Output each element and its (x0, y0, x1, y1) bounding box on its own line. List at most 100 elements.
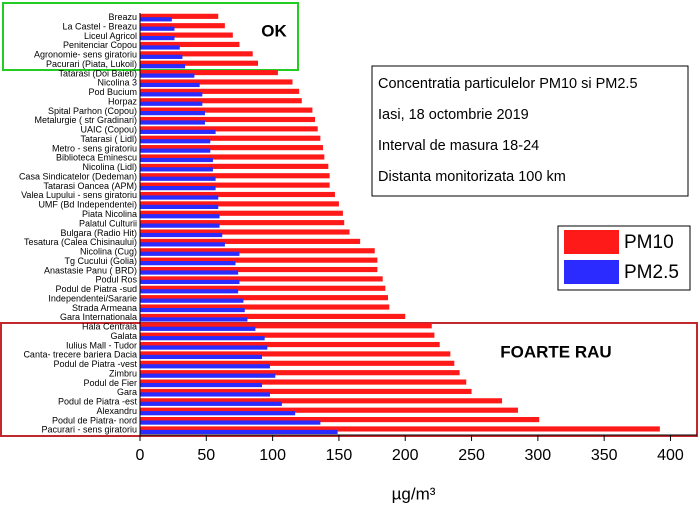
x-tick-label: 350 (591, 447, 618, 464)
bar (140, 257, 378, 263)
bar (140, 163, 329, 169)
bar (140, 317, 248, 322)
info-text: Iasi, 18 octombrie 2019 (378, 107, 529, 123)
bar (140, 79, 293, 85)
bar (140, 229, 350, 235)
bar (140, 323, 432, 329)
y-tick-label: Biblioteca Eminescu (56, 153, 137, 163)
bar (140, 195, 219, 200)
bar (140, 139, 211, 144)
bar (140, 388, 472, 395)
bar (140, 64, 186, 69)
bar (140, 411, 296, 416)
y-tick-label: Pacurari (Piata, Lukoil) (46, 59, 137, 69)
y-tick-label: Independentei/Sararie (48, 293, 137, 303)
bar (140, 60, 259, 66)
bar (140, 332, 435, 338)
y-tick-label: Podul de Piatra -vest (53, 359, 137, 369)
y-tick-label: Valea Lupului - sens giratoriu (21, 190, 137, 200)
y-tick-label: Metalurgie ( str Gradinari) (34, 115, 137, 125)
y-tick-label: Tatarasi Oancea (APM) (43, 181, 137, 191)
bar (140, 182, 330, 188)
bar (140, 336, 265, 341)
bar (140, 167, 213, 172)
bar (140, 157, 213, 163)
bar (140, 120, 205, 125)
y-tick-label: Zimbru (109, 368, 137, 378)
bar (140, 51, 253, 57)
bar (140, 373, 276, 378)
y-tick-label: Gara (117, 387, 137, 397)
info-text: Concentratia particulelor PM10 si PM2.5 (378, 76, 638, 92)
y-tick-label: Podul de Piatra -est (58, 397, 138, 407)
x-tick-label: 0 (136, 447, 145, 464)
bar (140, 382, 263, 388)
y-tick-label: Canta- trecere bariera Dacia (23, 350, 137, 360)
bar (140, 251, 240, 256)
bar (140, 276, 383, 282)
bar (140, 126, 318, 132)
y-tick-label: Tatarasi ( Lidl) (80, 134, 137, 144)
bar (140, 392, 270, 397)
y-tick-label: Nicolina (Cug) (80, 247, 137, 257)
bar (140, 232, 223, 238)
bar (140, 270, 239, 275)
y-tick-label: Breazu (108, 12, 137, 22)
bar (140, 289, 239, 294)
bar (140, 214, 220, 219)
y-tick-label: Iulius Mall - Tudor (66, 340, 137, 350)
y-tick-label: Palatul Culturii (79, 218, 137, 228)
x-tick-label: 150 (326, 447, 353, 464)
bar (140, 242, 225, 247)
y-tick-label: Horpaz (108, 96, 138, 106)
bar (140, 416, 540, 423)
bar (140, 248, 375, 254)
x-tick-label: 100 (259, 447, 286, 464)
y-tick-label: Liceul Agricol (84, 31, 137, 41)
bar (140, 210, 343, 216)
bar (140, 35, 175, 41)
y-tick-label: Agronomie- sens giratoriu (34, 50, 137, 60)
bar (140, 73, 195, 78)
bar (140, 326, 256, 331)
bar (140, 354, 263, 360)
bar (140, 304, 390, 310)
bar (140, 398, 503, 404)
bar (140, 351, 451, 357)
y-tick-label: Podul de Piatra- nord (52, 415, 137, 425)
bar (140, 148, 211, 153)
bar (140, 364, 270, 369)
y-tick-label: Tg Cucului (Golia) (64, 256, 137, 266)
y-tick-label: Podul Ros (95, 275, 137, 285)
bar (140, 426, 660, 432)
y-tick-label: Casa Sindicatelor (Dedeman) (19, 171, 137, 181)
bar (140, 223, 220, 228)
legend-label: PM10 (624, 232, 674, 253)
x-axis-label: µg/m³ (392, 484, 436, 503)
bar (140, 261, 236, 266)
bar (140, 191, 335, 198)
annotation: FOARTE RAU (500, 342, 611, 361)
bad-frame (0, 322, 698, 437)
legend-label: PM2.5 (624, 262, 679, 283)
y-tick-label: Nicolina 3 (97, 78, 137, 88)
bar (140, 88, 300, 94)
bar (140, 54, 183, 59)
bar (140, 101, 203, 106)
bar (140, 204, 219, 209)
bar (140, 98, 302, 104)
bar (140, 173, 330, 179)
bar (140, 13, 219, 19)
bar (140, 70, 278, 76)
bar (140, 129, 216, 134)
x-tick-label: 250 (458, 447, 485, 464)
y-tick-label: Nicolina (Lidl) (82, 162, 137, 172)
info-box (371, 65, 689, 197)
bar (140, 145, 324, 151)
y-tick-label: Alexandru (96, 406, 137, 416)
bar (140, 107, 313, 113)
x-tick-label: 200 (392, 447, 419, 464)
legend-swatch (564, 260, 619, 284)
bar (140, 298, 244, 303)
bar (140, 23, 225, 29)
